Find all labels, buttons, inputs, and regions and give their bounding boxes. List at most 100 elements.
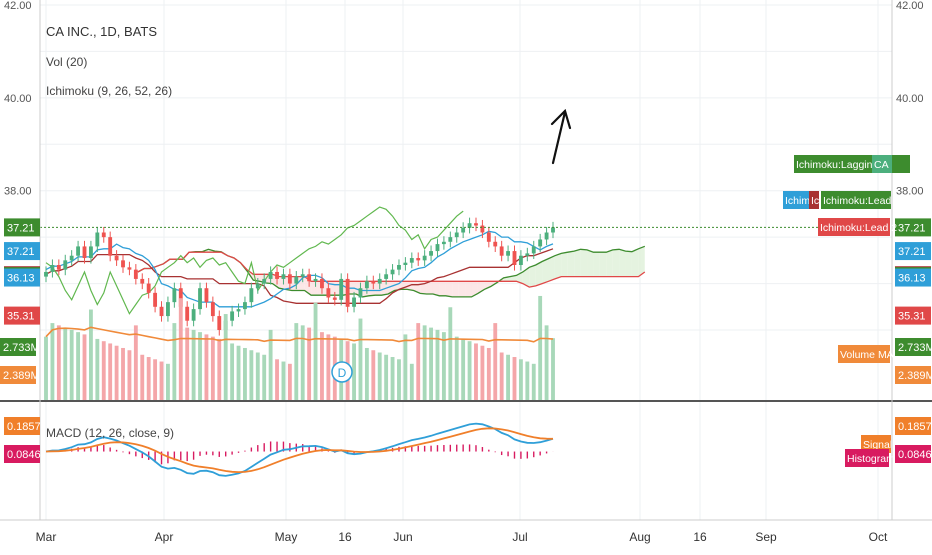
time-tick-label: Jul bbox=[512, 530, 527, 544]
tag-background bbox=[895, 306, 931, 325]
candle-body bbox=[76, 246, 81, 256]
cloud-segment bbox=[439, 281, 446, 296]
candle-body bbox=[345, 278, 350, 307]
candle-body bbox=[441, 241, 446, 245]
tag-background bbox=[4, 306, 40, 325]
volume-indicator-label[interactable]: Vol (20) bbox=[46, 55, 87, 69]
candle-body bbox=[56, 265, 61, 270]
legend-text: Ichimoku:Lagging S bbox=[796, 159, 888, 171]
volume-bar bbox=[121, 347, 125, 400]
candle-body bbox=[390, 269, 395, 275]
candle-body bbox=[172, 288, 177, 303]
legend-label: Ic bbox=[809, 191, 819, 209]
candle-body bbox=[326, 288, 331, 298]
candle-body bbox=[95, 232, 100, 247]
candle-body bbox=[191, 309, 196, 321]
price-tag-left: 36.13 bbox=[4, 268, 40, 287]
price-tag-left: 35.31 bbox=[4, 306, 40, 325]
candle-body bbox=[127, 267, 132, 270]
macd-indicator-label[interactable]: MACD (12, 26, close, 9) bbox=[46, 426, 174, 440]
cloud-segment bbox=[535, 261, 543, 286]
candle-body bbox=[364, 281, 369, 289]
volume-bar bbox=[390, 357, 395, 400]
volume-bar bbox=[518, 359, 523, 400]
tag-background bbox=[0, 338, 36, 356]
hand-drawn-arrow bbox=[550, 108, 572, 165]
volume-bar bbox=[461, 338, 466, 400]
candle-body bbox=[461, 227, 466, 233]
volume-bar bbox=[275, 359, 279, 400]
volume-bar bbox=[230, 343, 235, 400]
volume-bar bbox=[358, 318, 363, 400]
price-tick-label-right: 38.00 bbox=[896, 186, 924, 198]
cloud-segment bbox=[606, 249, 613, 277]
volume-bar bbox=[294, 323, 299, 400]
time-tick-label: Jun bbox=[393, 530, 412, 544]
candle-body bbox=[82, 246, 87, 259]
volume-bar bbox=[268, 329, 273, 400]
volume-bar bbox=[146, 357, 151, 400]
cloud-segment bbox=[599, 252, 607, 277]
volume-bar bbox=[101, 341, 106, 400]
volume-bar bbox=[435, 329, 440, 400]
volume-bar bbox=[480, 345, 485, 400]
time-axis-ticks[interactable]: Mar Apr May 16 Jun Jul Aug 16 Sep Oct bbox=[36, 530, 888, 544]
volume-bar bbox=[307, 327, 312, 400]
volume-tag-left: 2.733M bbox=[0, 338, 40, 356]
candle-body bbox=[236, 309, 241, 312]
ichimoku-indicator-label[interactable]: Ichimoku (9, 26, 52, 26) bbox=[46, 84, 172, 98]
volume-bar bbox=[172, 323, 177, 400]
legend-text: CA bbox=[874, 159, 889, 171]
candle-body bbox=[146, 283, 151, 293]
tag-label: 37.21 bbox=[7, 222, 35, 234]
dividend-event-marker[interactable]: D bbox=[331, 361, 353, 383]
cloud-segment bbox=[612, 249, 620, 277]
volume-bar bbox=[352, 343, 356, 400]
cloud-segment bbox=[619, 249, 626, 277]
time-tick-label: Aug bbox=[629, 530, 650, 544]
volume-bar bbox=[210, 336, 215, 400]
volume-bar bbox=[140, 354, 145, 400]
volume-bar bbox=[56, 325, 61, 400]
volume-bar bbox=[108, 343, 113, 400]
volume-bar bbox=[153, 359, 158, 400]
tag-background bbox=[895, 218, 931, 237]
candle-body bbox=[518, 255, 523, 265]
candle-body bbox=[307, 274, 312, 282]
volume-bar bbox=[454, 336, 459, 400]
legend-background bbox=[845, 449, 889, 467]
macd-tag-right: 0.0846 bbox=[895, 445, 932, 463]
volume-bar bbox=[313, 302, 318, 400]
candle-body bbox=[140, 278, 145, 284]
volume-bar bbox=[538, 295, 543, 400]
cloud-segment bbox=[407, 281, 414, 291]
volume-bar bbox=[44, 336, 48, 400]
volume-bar bbox=[281, 361, 286, 400]
legend-label: Ichimoku:Lead 2 bbox=[818, 218, 897, 236]
candle-body bbox=[313, 278, 318, 282]
volume-bar bbox=[114, 345, 119, 400]
candle-body bbox=[429, 251, 433, 256]
tag-background bbox=[4, 242, 40, 261]
candle-body bbox=[480, 225, 485, 233]
volume-bar bbox=[300, 325, 305, 400]
tag-label: 37.21 bbox=[898, 246, 926, 258]
volume-bars bbox=[44, 295, 555, 400]
volume-bar bbox=[409, 363, 414, 400]
candle-body bbox=[69, 255, 74, 261]
ichimoku-lines bbox=[45, 206, 646, 315]
time-tick-label: Apr bbox=[155, 530, 174, 544]
legend-text: Signal bbox=[863, 439, 892, 451]
volume-bar bbox=[506, 354, 511, 400]
candle-body bbox=[448, 237, 453, 242]
legend-text: Ichimoku:Lead 2 bbox=[820, 222, 897, 234]
candle-body bbox=[294, 276, 299, 284]
volume-bar bbox=[512, 357, 517, 400]
volume-bar bbox=[198, 332, 202, 400]
legend-background bbox=[783, 191, 811, 209]
candle-body bbox=[377, 278, 382, 284]
price-tick-label-right: 40.00 bbox=[896, 93, 924, 105]
candle-body bbox=[255, 283, 260, 289]
volume-bar bbox=[127, 350, 132, 400]
volume-bar bbox=[204, 334, 209, 400]
